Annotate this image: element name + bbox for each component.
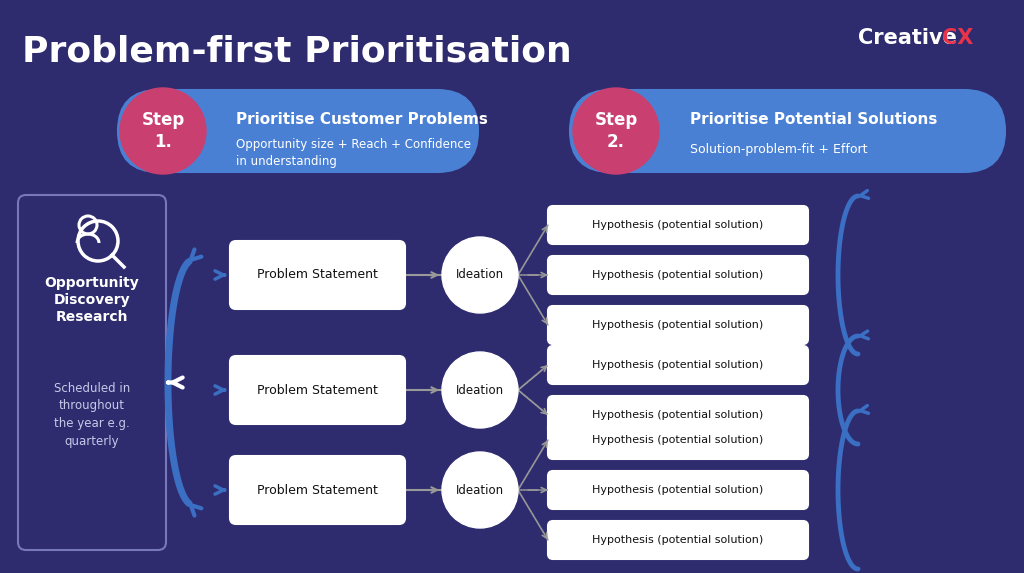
FancyBboxPatch shape xyxy=(548,521,808,559)
Text: Step
1.: Step 1. xyxy=(141,111,184,151)
Text: Hypothesis (potential solution): Hypothesis (potential solution) xyxy=(592,360,764,370)
Circle shape xyxy=(442,237,518,313)
Text: CX: CX xyxy=(942,28,974,48)
Text: Problem Statement: Problem Statement xyxy=(257,269,378,281)
FancyBboxPatch shape xyxy=(18,195,166,550)
Text: Solution-problem-fit + Effort: Solution-problem-fit + Effort xyxy=(690,143,867,155)
Circle shape xyxy=(442,452,518,528)
FancyBboxPatch shape xyxy=(570,90,1005,172)
FancyBboxPatch shape xyxy=(548,206,808,244)
Text: Ideation: Ideation xyxy=(456,484,504,496)
FancyBboxPatch shape xyxy=(548,346,808,384)
Text: Creative: Creative xyxy=(858,28,956,48)
Text: Hypothesis (potential solution): Hypothesis (potential solution) xyxy=(592,320,764,330)
FancyBboxPatch shape xyxy=(548,421,808,459)
FancyBboxPatch shape xyxy=(548,471,808,509)
Text: Hypothesis (potential solution): Hypothesis (potential solution) xyxy=(592,435,764,445)
Text: Prioritise Potential Solutions: Prioritise Potential Solutions xyxy=(690,112,937,127)
FancyBboxPatch shape xyxy=(548,306,808,344)
Text: Step
2.: Step 2. xyxy=(594,111,638,151)
Text: Hypothesis (potential solution): Hypothesis (potential solution) xyxy=(592,220,764,230)
Text: Hypothesis (potential solution): Hypothesis (potential solution) xyxy=(592,270,764,280)
Text: Hypothesis (potential solution): Hypothesis (potential solution) xyxy=(592,485,764,495)
Text: Problem Statement: Problem Statement xyxy=(257,484,378,496)
Circle shape xyxy=(573,88,659,174)
Circle shape xyxy=(120,88,206,174)
Text: Ideation: Ideation xyxy=(456,383,504,397)
FancyBboxPatch shape xyxy=(230,241,406,309)
Text: Opportunity
Discovery
Research: Opportunity Discovery Research xyxy=(45,276,139,324)
Text: Hypothesis (potential solution): Hypothesis (potential solution) xyxy=(592,535,764,545)
Text: Problem Statement: Problem Statement xyxy=(257,383,378,397)
FancyBboxPatch shape xyxy=(118,90,478,172)
Text: Scheduled in
throughout
the year e.g.
quarterly: Scheduled in throughout the year e.g. qu… xyxy=(54,382,130,449)
Circle shape xyxy=(442,352,518,428)
Text: Problem-first Prioritisation: Problem-first Prioritisation xyxy=(22,35,571,69)
FancyBboxPatch shape xyxy=(230,456,406,524)
Text: Prioritise Customer Problems: Prioritise Customer Problems xyxy=(236,112,487,127)
FancyBboxPatch shape xyxy=(230,356,406,424)
Text: Hypothesis (potential solution): Hypothesis (potential solution) xyxy=(592,410,764,420)
FancyBboxPatch shape xyxy=(548,396,808,434)
FancyBboxPatch shape xyxy=(548,256,808,294)
Text: Opportunity size + Reach + Confidence
in understanding: Opportunity size + Reach + Confidence in… xyxy=(236,138,471,168)
Text: Ideation: Ideation xyxy=(456,269,504,281)
